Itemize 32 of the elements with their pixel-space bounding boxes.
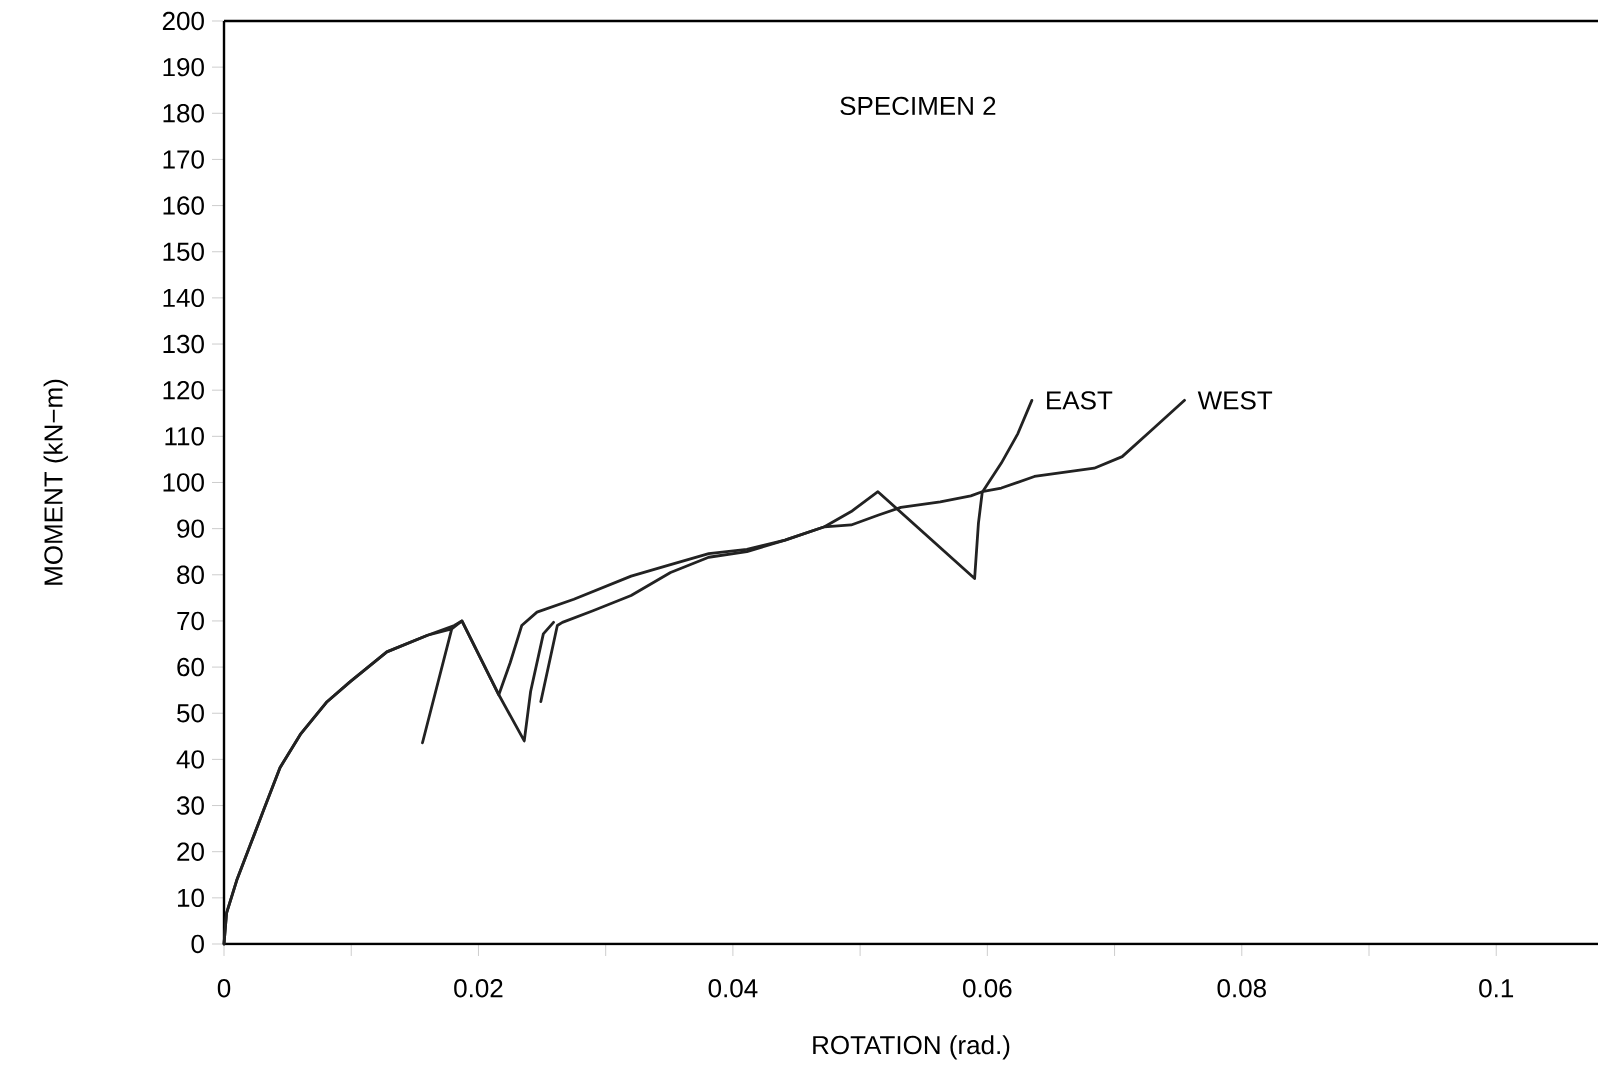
series-label: EAST (1047, 391, 1113, 410)
y-tick-label: 50 (177, 704, 204, 723)
x-tick-label: 0.06 (963, 979, 1012, 998)
y-tick-label: 160 (163, 196, 204, 215)
y-tick-label: 80 (177, 565, 204, 584)
x-tick-label: 0.08 (1217, 979, 1266, 998)
y-tick-label: 180 (163, 104, 204, 123)
y-tick-label: 40 (176, 750, 204, 769)
y-tick-label: 140 (163, 288, 204, 308)
series-label: WEST (1197, 391, 1273, 410)
y-tick-label: 170 (163, 150, 204, 169)
y-tick-label: 150 (163, 242, 204, 261)
y-tick-label: 130 (163, 334, 204, 354)
y-tick-label: 200 (162, 11, 204, 31)
y-tick-label: 190 (163, 57, 204, 77)
y-axis-title: MOMENT (kN−m) (43, 379, 68, 585)
text: SPECIMEN 2 (840, 96, 996, 116)
y-tick-label: 70 (177, 611, 204, 631)
x-tick-label: 0.02 (454, 979, 503, 998)
y-tick-label: 0 (191, 934, 204, 954)
x-tick-label: 0 (217, 979, 231, 998)
x-tick-label: 0.1 (1479, 979, 1514, 998)
x-axis-title: ROTATION (rad.) (813, 1035, 1010, 1060)
y-tick-label: 30 (177, 796, 204, 815)
y-tick-label: 60 (177, 657, 204, 677)
y-tick-label: 110 (165, 427, 204, 446)
y-tick-label: 10 (178, 888, 204, 908)
y-tick-label: 120 (163, 380, 204, 400)
y-tick-label: 100 (163, 473, 204, 492)
y-tick-label: 20 (177, 842, 204, 861)
y-tick-label: 90 (177, 519, 204, 538)
x-tick-label: 0.04 (708, 979, 758, 998)
